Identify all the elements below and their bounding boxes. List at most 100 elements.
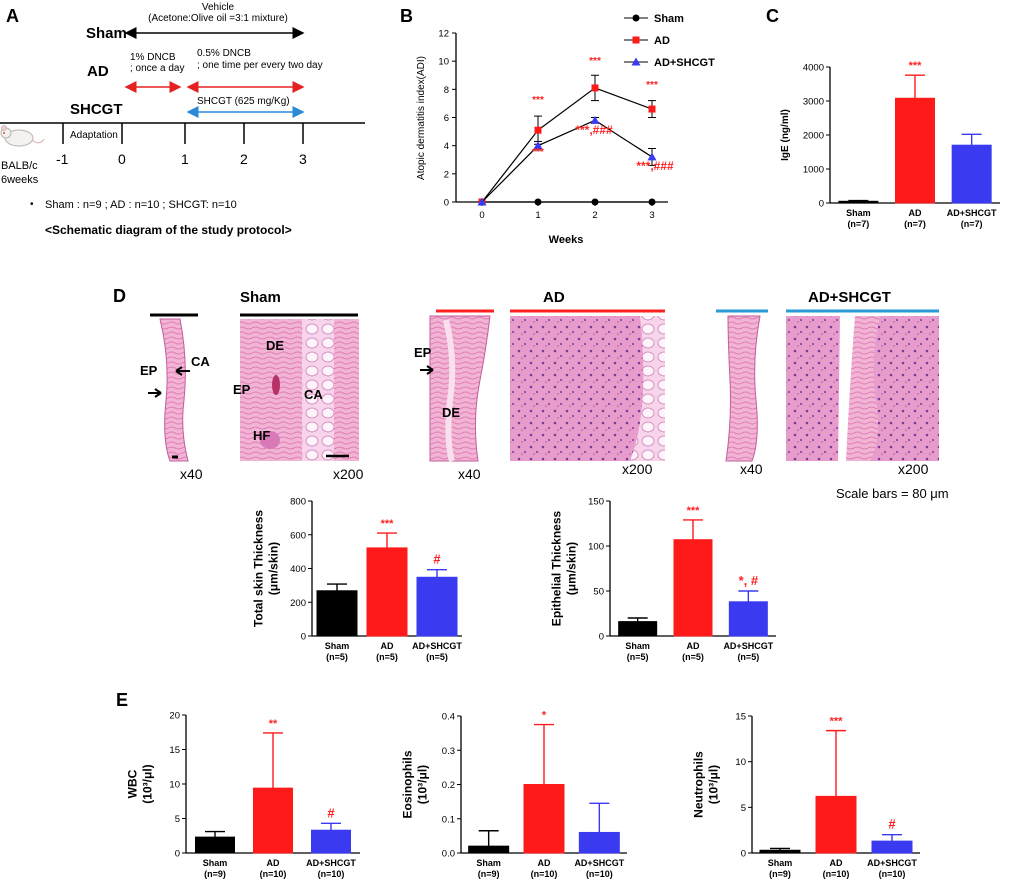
mouse-icon bbox=[0, 125, 45, 147]
y-tick-label: 8 bbox=[444, 85, 449, 96]
significance-mark: # bbox=[327, 805, 335, 820]
y-axis-label: Eosinophils bbox=[401, 750, 415, 818]
annotation-ep: EP bbox=[233, 382, 251, 397]
shcgt-dose-label: SHCGT (625 mg/Kg) bbox=[197, 96, 290, 107]
x-tick-label: 3 bbox=[649, 210, 654, 221]
legend-label: AD bbox=[654, 35, 670, 47]
annotation-hf: HF bbox=[253, 428, 270, 443]
dncb2-label: 0.5% DNCB bbox=[197, 48, 251, 59]
mouse-strain-label: BALB/c bbox=[1, 160, 38, 172]
tick-label: -1 bbox=[56, 151, 69, 167]
x-tick-n-label: (n=5) bbox=[326, 652, 348, 662]
y-tick-label: 20 bbox=[169, 711, 180, 722]
y-tick-label: 400 bbox=[290, 564, 306, 575]
x-tick-label: AD bbox=[267, 858, 280, 868]
y-tick-label: 2 bbox=[444, 169, 449, 180]
annotation-ep: EP bbox=[140, 363, 158, 378]
y-tick-label: 3000 bbox=[803, 97, 824, 108]
vehicle-mixture-label: (Acetone:Olive oil =3:1 mixture) bbox=[148, 13, 288, 24]
protocol-caption: <Schematic diagram of the study protocol… bbox=[45, 223, 292, 237]
panel-label-c: C bbox=[766, 6, 779, 26]
arrow-icon bbox=[175, 366, 190, 376]
significance-mark: *** bbox=[909, 60, 923, 72]
bar bbox=[311, 829, 351, 854]
legend-marker bbox=[631, 57, 641, 66]
panel-label-b: B bbox=[400, 6, 413, 26]
x-tick-n-label: (n=10) bbox=[586, 869, 613, 879]
significance-mark: *** bbox=[830, 716, 844, 728]
y-tick-label: 800 bbox=[290, 497, 306, 508]
legend-marker bbox=[632, 36, 640, 44]
x-tick-label: AD bbox=[909, 208, 922, 218]
panel-label-d: D bbox=[113, 286, 126, 306]
data-point bbox=[647, 152, 657, 161]
x-tick-label: Sham bbox=[846, 208, 871, 218]
tick-label: 1 bbox=[181, 151, 189, 167]
magnification-label: x40 bbox=[740, 461, 763, 477]
y-tick-label: 0.3 bbox=[442, 746, 455, 757]
significance-mark: # bbox=[433, 552, 441, 567]
annotation-ca: CA bbox=[304, 387, 323, 402]
group-label-sham: Sham bbox=[86, 25, 127, 42]
data-point bbox=[590, 115, 600, 124]
y-axis-label: (10³/μl) bbox=[707, 765, 721, 804]
x-tick-label: 0 bbox=[479, 210, 484, 221]
bar bbox=[871, 840, 913, 854]
bar bbox=[838, 200, 879, 204]
x-tick-n-label: (n=5) bbox=[737, 652, 759, 662]
significance-mark: ***,### bbox=[575, 123, 613, 137]
bar bbox=[815, 795, 857, 854]
x-tick-n-label: (n=7) bbox=[961, 219, 983, 229]
histology-title-shcgt: AD+SHCGT bbox=[808, 289, 891, 306]
eosinophils-bar-chart: 0.00.10.20.30.4Sham(n=9)*AD(n=10)AD+SHCG… bbox=[401, 710, 627, 879]
x-tick-n-label: (n=5) bbox=[682, 652, 704, 662]
y-tick-label: 600 bbox=[290, 530, 306, 541]
bar bbox=[951, 144, 992, 204]
x-tick-n-label: (n=10) bbox=[531, 869, 558, 879]
x-tick-label: AD bbox=[687, 641, 700, 651]
x-tick-label: Sham bbox=[203, 858, 228, 868]
y-tick-label: 0.0 bbox=[442, 849, 455, 860]
y-tick-label: 12 bbox=[438, 29, 449, 40]
y-tick-label: 0 bbox=[444, 198, 449, 209]
annotation-ep: EP bbox=[414, 345, 432, 360]
data-point bbox=[477, 197, 487, 206]
group-label-ad: AD bbox=[87, 63, 109, 80]
bar bbox=[416, 576, 458, 637]
bar bbox=[195, 836, 235, 854]
y-tick-label: 6 bbox=[444, 113, 449, 124]
y-tick-label: 0 bbox=[175, 849, 180, 860]
y-tick-label: 0.1 bbox=[442, 814, 455, 825]
y-tick-label: 2000 bbox=[803, 131, 824, 142]
bar bbox=[618, 621, 658, 637]
significance-mark: *, # bbox=[739, 573, 759, 588]
y-axis-label: Total skin Thickness bbox=[252, 510, 266, 627]
legend-marker bbox=[632, 14, 640, 22]
annotation-de: DE bbox=[442, 405, 460, 420]
y-axis-label: (μm/skin) bbox=[267, 542, 281, 595]
bar bbox=[366, 547, 408, 637]
y-tick-label: 15 bbox=[735, 712, 746, 723]
x-tick-label: AD+SHCGT bbox=[867, 858, 917, 868]
y-axis-label: Epithelial Thickness bbox=[550, 510, 564, 626]
legend-label: AD+SHCGT bbox=[654, 57, 715, 69]
x-tick-n-label: (n=10) bbox=[823, 869, 850, 879]
neutrophils-bar-chart: 051015Sham(n=9)***AD(n=10)#AD+SHCGT(n=10… bbox=[692, 712, 920, 879]
significance-mark: ** bbox=[269, 718, 278, 730]
x-tick-n-label: (n=9) bbox=[478, 869, 500, 879]
histology-shcgt-x40 bbox=[718, 315, 774, 462]
data-point bbox=[591, 84, 599, 92]
series-line bbox=[481, 119, 653, 203]
panel-label-e: E bbox=[116, 690, 128, 710]
panel-e: E 05101520Sham(n=9)**AD(n=10)#AD+SHCGT(n… bbox=[116, 690, 920, 879]
y-tick-label: 200 bbox=[290, 598, 306, 609]
y-axis-label: Neutrophils bbox=[692, 751, 706, 818]
x-tick-label: AD+SHCGT bbox=[574, 858, 624, 868]
bar bbox=[468, 845, 510, 854]
skin-thickness-bar-chart: 0200400600800Sham(n=5)***AD(n=5)#AD+SHCG… bbox=[252, 497, 463, 663]
dncb1-label: 1% DNCB bbox=[130, 52, 176, 63]
arrow-icon bbox=[148, 388, 162, 398]
